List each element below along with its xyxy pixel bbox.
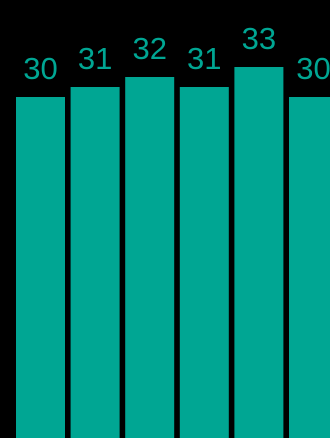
bar-3 xyxy=(125,77,175,438)
bar-4 xyxy=(179,87,229,438)
bar-2 xyxy=(70,87,120,438)
bar-5 xyxy=(234,67,284,438)
bar-6 xyxy=(289,97,330,438)
data-labels-group: 30 31 32 31 33 30 xyxy=(23,21,330,86)
bar-value-label-6: 30 xyxy=(296,51,330,86)
bar-value-label-4: 31 xyxy=(187,41,221,76)
bars-group xyxy=(16,67,330,438)
bar-value-label-2: 31 xyxy=(78,41,112,76)
bar-value-label-1: 30 xyxy=(23,51,57,86)
bar-1 xyxy=(16,97,65,438)
bar-value-label-3: 32 xyxy=(132,31,166,66)
bar-value-label-5: 33 xyxy=(242,21,276,56)
